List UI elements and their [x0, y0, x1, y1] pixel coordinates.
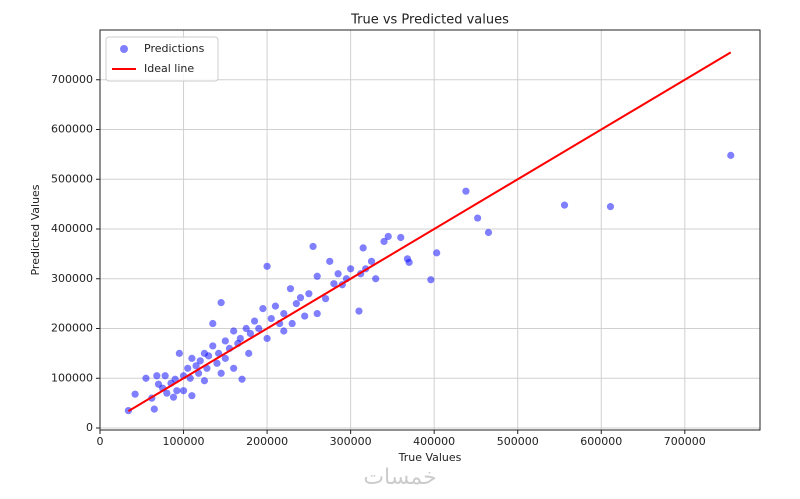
point	[367, 257, 376, 265]
point	[230, 364, 238, 372]
point	[313, 309, 321, 318]
point	[242, 324, 250, 333]
point	[427, 276, 435, 284]
x-tick-label: 500000	[497, 435, 539, 448]
point	[150, 405, 158, 413]
point	[153, 372, 161, 380]
plot-frame	[99, 29, 761, 431]
point	[301, 312, 309, 320]
point	[230, 327, 238, 335]
point	[380, 237, 388, 246]
legend-label: Ideal line	[144, 62, 194, 75]
point	[359, 244, 367, 252]
y-tick-label: 700000	[51, 73, 93, 86]
x-tick-label: 100000	[163, 435, 205, 448]
point	[217, 299, 225, 307]
point	[169, 393, 178, 401]
point	[309, 242, 317, 251]
x-tick-label: 300000	[330, 435, 372, 448]
point	[250, 317, 259, 325]
point	[462, 187, 470, 195]
point	[484, 228, 493, 237]
watermark: خمسات	[363, 465, 436, 490]
point	[606, 203, 615, 211]
point	[209, 319, 217, 328]
point	[184, 364, 192, 372]
point	[200, 377, 209, 385]
point	[179, 387, 188, 395]
point	[727, 151, 735, 159]
point	[213, 359, 221, 367]
point	[305, 290, 313, 298]
x-axis-label: True Values	[398, 451, 462, 464]
point	[200, 349, 209, 357]
y-tick-label: 500000	[51, 172, 93, 185]
point	[288, 319, 296, 328]
point	[161, 372, 169, 380]
x-tick-label: 400000	[413, 435, 455, 448]
point	[221, 337, 229, 345]
point	[296, 294, 305, 302]
point	[217, 369, 225, 377]
point	[280, 327, 288, 335]
point	[334, 270, 342, 278]
y-tick-label: 300000	[51, 272, 93, 285]
point	[397, 233, 405, 242]
point	[321, 295, 330, 303]
point	[131, 390, 139, 398]
point	[263, 334, 271, 343]
y-axis-label: Predicted Values	[29, 184, 42, 275]
point	[188, 392, 196, 400]
x-tick-label: 0	[97, 435, 104, 448]
point	[372, 275, 380, 283]
point	[192, 362, 200, 370]
point	[313, 272, 321, 280]
point	[246, 329, 254, 338]
point	[280, 309, 288, 318]
point	[173, 387, 181, 395]
point	[271, 302, 280, 310]
point	[163, 389, 171, 397]
point	[255, 324, 263, 333]
y-tick-label: 100000	[51, 371, 93, 384]
x-tick-label: 700000	[664, 435, 706, 448]
y-tick-label: 0	[86, 421, 93, 434]
point	[384, 232, 392, 241]
point	[196, 357, 204, 365]
point	[403, 255, 412, 263]
point	[245, 349, 253, 357]
point	[292, 300, 300, 308]
point	[188, 354, 196, 362]
ideal-line	[127, 51, 732, 412]
point	[326, 257, 334, 265]
point	[209, 342, 217, 350]
legend-marker	[120, 45, 128, 53]
chart-title: True vs Predicted values	[350, 13, 509, 28]
point	[259, 305, 267, 313]
point	[154, 380, 163, 388]
point	[433, 249, 441, 257]
y-tick-label: 200000	[51, 322, 93, 335]
y-tick-label: 400000	[51, 222, 93, 235]
x-tick-label: 200000	[246, 435, 288, 448]
point	[286, 285, 295, 293]
point	[142, 374, 150, 382]
x-tick-label: 600000	[580, 435, 622, 448]
point	[330, 280, 338, 288]
point	[355, 307, 363, 315]
y-tick-label: 600000	[51, 123, 93, 136]
point	[560, 201, 569, 209]
point	[267, 314, 275, 323]
point	[175, 349, 183, 357]
legend-label: Predictions	[144, 42, 205, 55]
point	[474, 214, 482, 222]
point	[221, 354, 229, 362]
point	[347, 265, 355, 273]
point	[238, 375, 246, 383]
point	[263, 262, 271, 270]
